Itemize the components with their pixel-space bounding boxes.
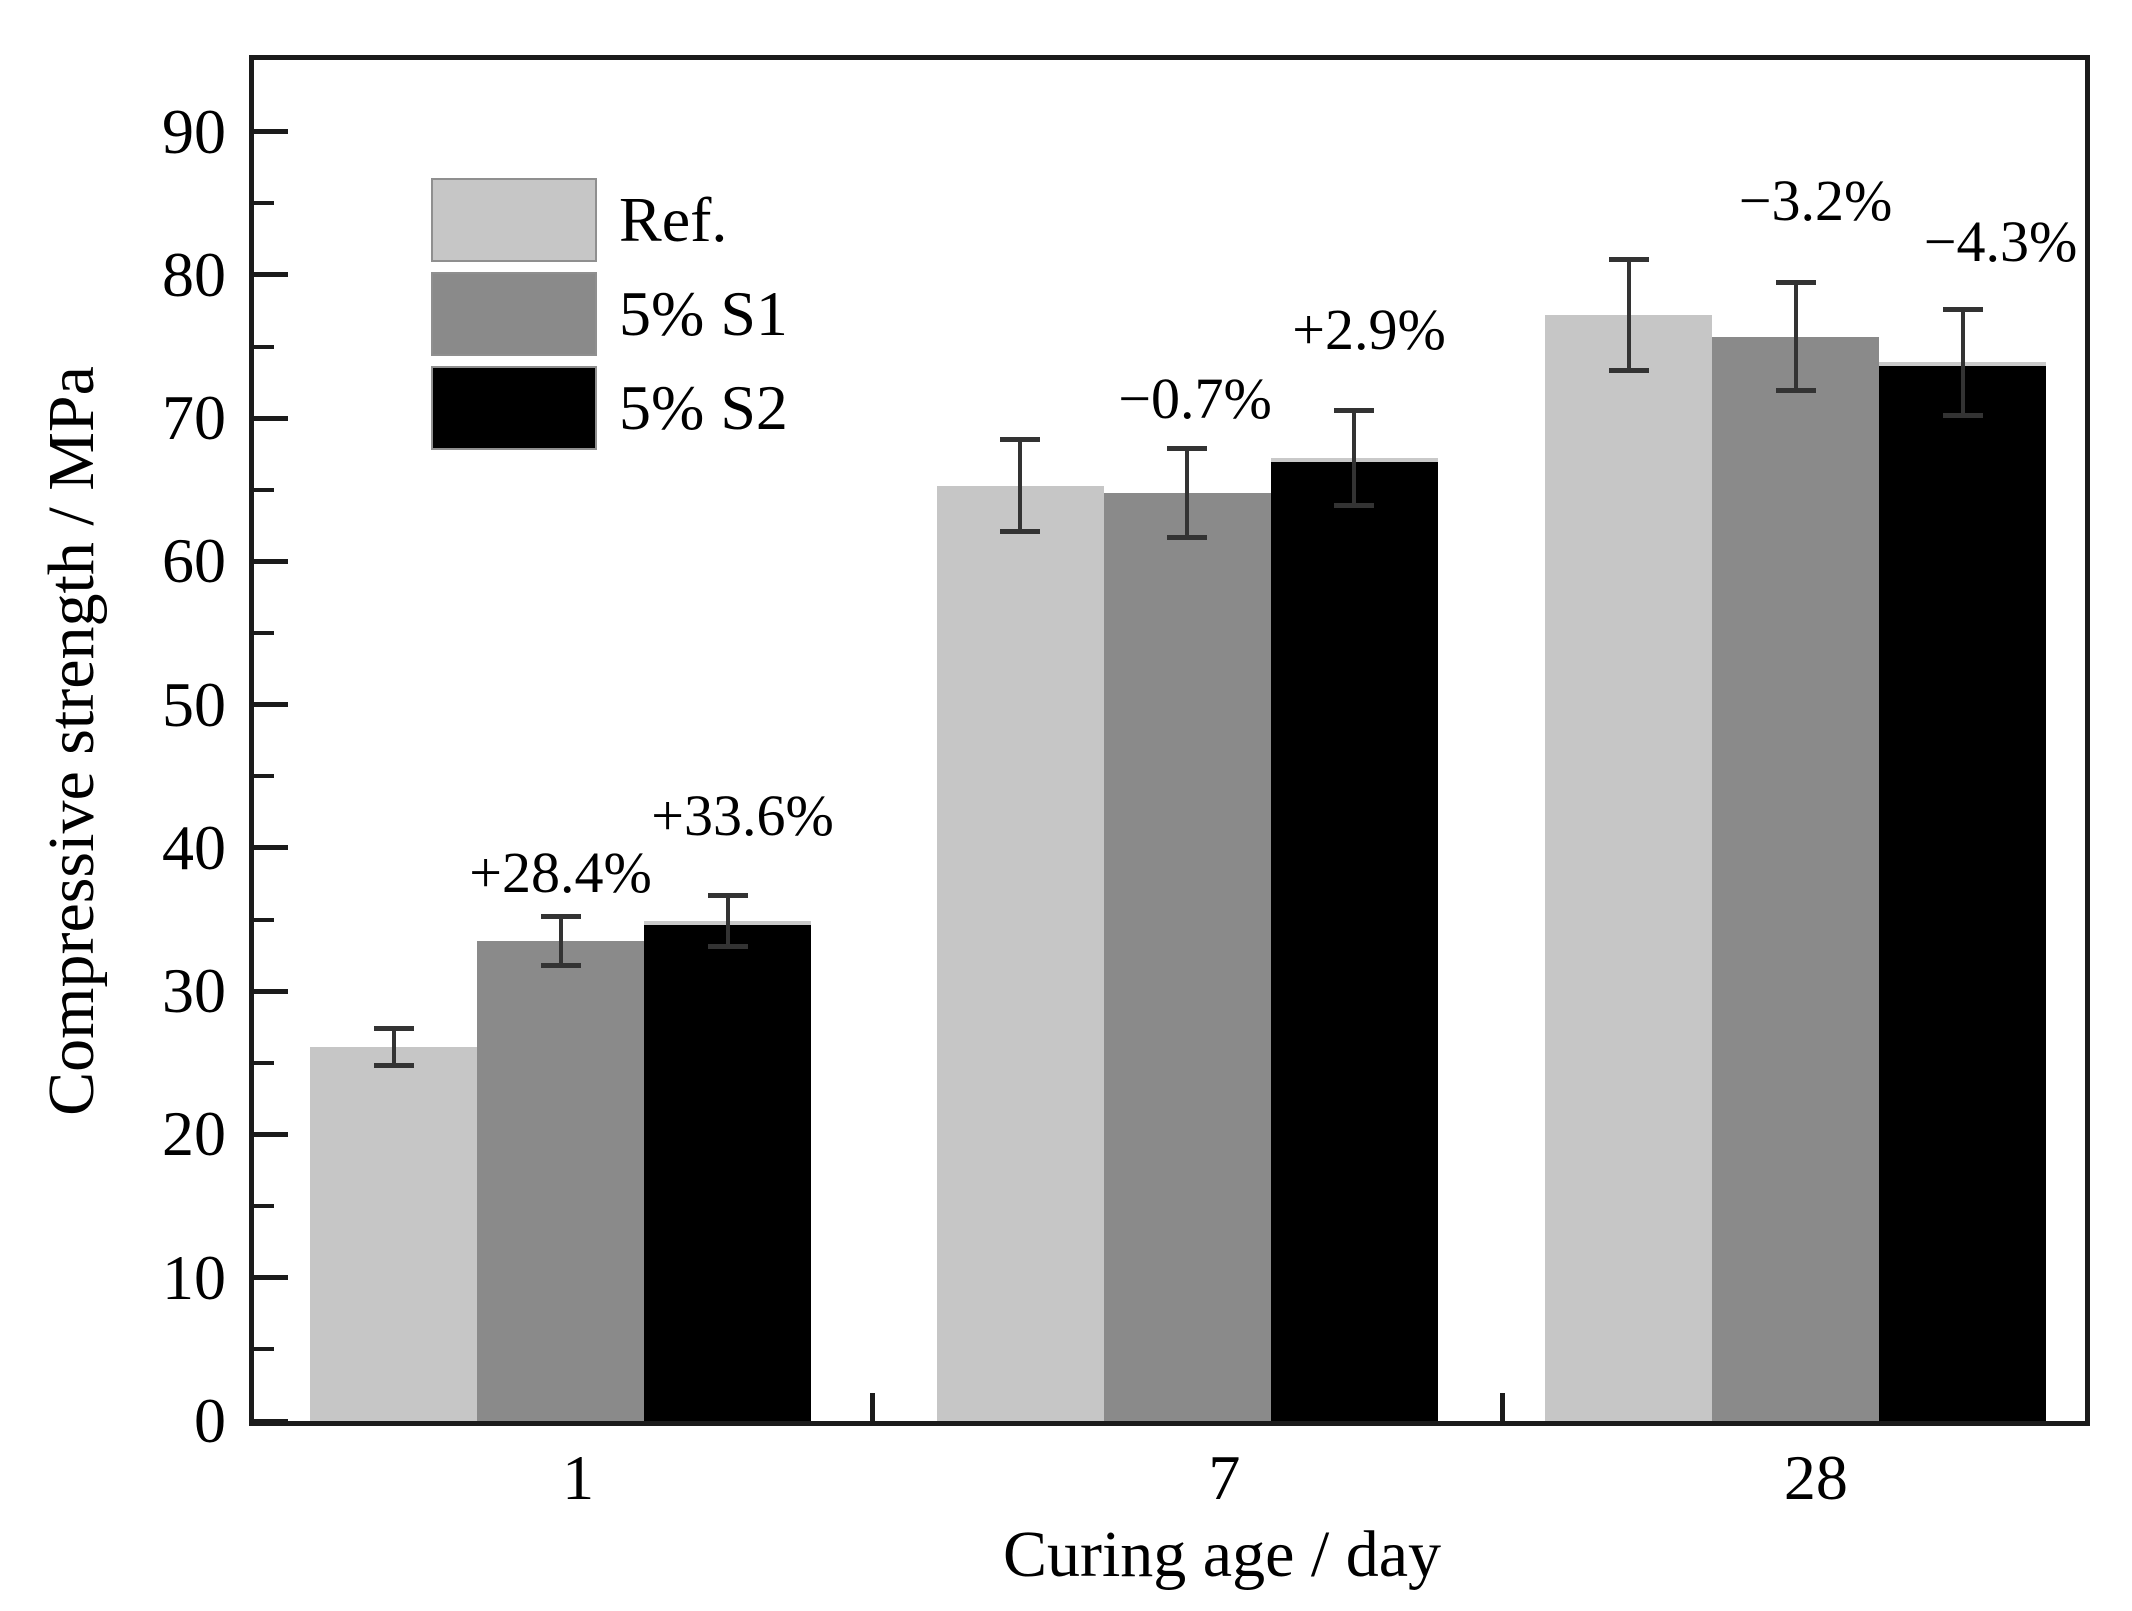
- plot-area: Ref. 5% S1 5% S2 0 10 20 30 40 50 60 70 80 90 1 7 28 +2…: [35, 55, 2090, 1588]
- error-bar-line: [1960, 309, 1965, 416]
- error-bar-line: [1626, 259, 1631, 371]
- y-axis-major-tick: [254, 988, 288, 994]
- error-bar-line: [1018, 439, 1023, 532]
- y-tick-label: 60: [162, 525, 226, 597]
- annotation-4.3: −4.3%: [1923, 208, 2078, 274]
- error-bar-cap: [540, 962, 581, 968]
- bar-5-s2-day7: [1270, 458, 1438, 1421]
- error-bar-cap: [1608, 368, 1649, 374]
- y-axis-major-tick: [254, 702, 288, 708]
- y-axis-minor-tick: [254, 344, 274, 349]
- annotation-33.6: +33.6%: [651, 783, 834, 849]
- annotation-2.9: +2.9%: [1292, 297, 1446, 363]
- error-bar-cap: [1775, 388, 1816, 394]
- y-axis-title: Compressive strength / MPa: [35, 365, 108, 1116]
- legend-swatch-5-s2: [431, 366, 597, 450]
- y-tick-label: 90: [162, 95, 226, 167]
- error-bar-cap: [1334, 503, 1375, 509]
- y-axis-minor-tick: [254, 201, 274, 206]
- error-bar-cap: [707, 892, 748, 898]
- annotation-3.2: −3.2%: [1738, 168, 1893, 234]
- error-bar-line: [558, 916, 563, 966]
- y-tick-label: 0: [194, 1385, 226, 1456]
- x-axis-tick: [1500, 1393, 1506, 1421]
- legend-item: 5% S2: [431, 366, 788, 450]
- error-bar-line: [1793, 282, 1798, 391]
- x-category-label: 1: [562, 1442, 595, 1513]
- legend-swatch-ref-: [431, 178, 597, 262]
- legend-label: 5% S1: [619, 278, 788, 349]
- annotation-0.7: −0.7%: [1118, 366, 1272, 432]
- y-axis-major-tick: [254, 845, 288, 851]
- y-axis-minor-tick: [254, 487, 274, 492]
- y-axis-major-tick: [254, 1275, 288, 1281]
- error-bar-line: [725, 895, 730, 947]
- annotation-28.4: +28.4%: [469, 840, 652, 906]
- legend-item: 5% S1: [431, 272, 788, 356]
- error-bar-line: [391, 1028, 396, 1066]
- error-bar-cap: [1167, 534, 1208, 540]
- error-bar-cap: [1167, 445, 1208, 451]
- legend-label: 5% S2: [619, 372, 788, 443]
- y-tick-label: 40: [162, 811, 226, 883]
- legend-swatch-5-s1: [431, 272, 597, 356]
- error-bar-cap: [1942, 412, 1983, 418]
- error-bar-cap: [707, 944, 748, 950]
- y-axis-major-tick: [254, 415, 288, 421]
- y-tick-label: 20: [162, 1098, 226, 1170]
- y-axis-major-tick: [254, 1418, 288, 1424]
- x-axis-title: Curing age / day: [1002, 1518, 1442, 1591]
- y-tick-label: 10: [162, 1241, 226, 1313]
- bar-ref--day28: [1545, 315, 1713, 1421]
- y-axis-minor-tick: [254, 1204, 274, 1209]
- bar-5-s2-day28: [1879, 362, 2047, 1421]
- y-axis-minor-tick: [254, 1347, 274, 1352]
- y-axis-minor-tick: [254, 774, 274, 779]
- y-tick-label: 70: [162, 382, 226, 454]
- error-bar-cap: [1608, 256, 1649, 262]
- legend-item: Ref.: [431, 178, 788, 262]
- y-axis-minor-tick: [254, 631, 274, 636]
- bar-5-s1-day1: [477, 941, 644, 1421]
- y-axis-minor-tick: [254, 917, 274, 922]
- legend-label: Ref.: [619, 184, 728, 255]
- error-bar-cap: [1000, 528, 1041, 534]
- error-bar-cap: [540, 914, 581, 920]
- x-axis-tick: [870, 1393, 876, 1421]
- bar-ref--day1: [310, 1047, 477, 1421]
- legend: Ref. 5% S1 5% S2: [431, 178, 788, 460]
- y-axis-major-tick: [254, 1131, 288, 1137]
- bar-5-s1-day7: [1103, 492, 1271, 1421]
- x-category-label: 28: [1783, 1442, 1848, 1513]
- y-axis-major-tick: [254, 272, 288, 278]
- y-axis-minor-tick: [254, 1060, 274, 1065]
- error-bar-cap: [373, 1063, 414, 1069]
- x-category-label: 7: [1208, 1442, 1241, 1513]
- error-bar-cap: [373, 1025, 414, 1031]
- error-bar-line: [1185, 448, 1190, 538]
- bar-5-s2-day1: [644, 921, 811, 1421]
- y-tick-label: 50: [162, 668, 226, 740]
- error-bar-cap: [1942, 306, 1983, 312]
- bar-5-s1-day28: [1712, 336, 1880, 1421]
- error-bar-cap: [1334, 408, 1375, 414]
- y-tick-label: 30: [162, 955, 226, 1027]
- y-axis-major-tick: [254, 558, 288, 564]
- error-bar-cap: [1775, 279, 1816, 285]
- error-bar-cap: [1000, 437, 1041, 443]
- bar-ref--day7: [936, 485, 1104, 1421]
- error-bar-line: [1352, 410, 1357, 506]
- y-axis-major-tick: [254, 129, 288, 135]
- y-tick-label: 80: [162, 238, 226, 310]
